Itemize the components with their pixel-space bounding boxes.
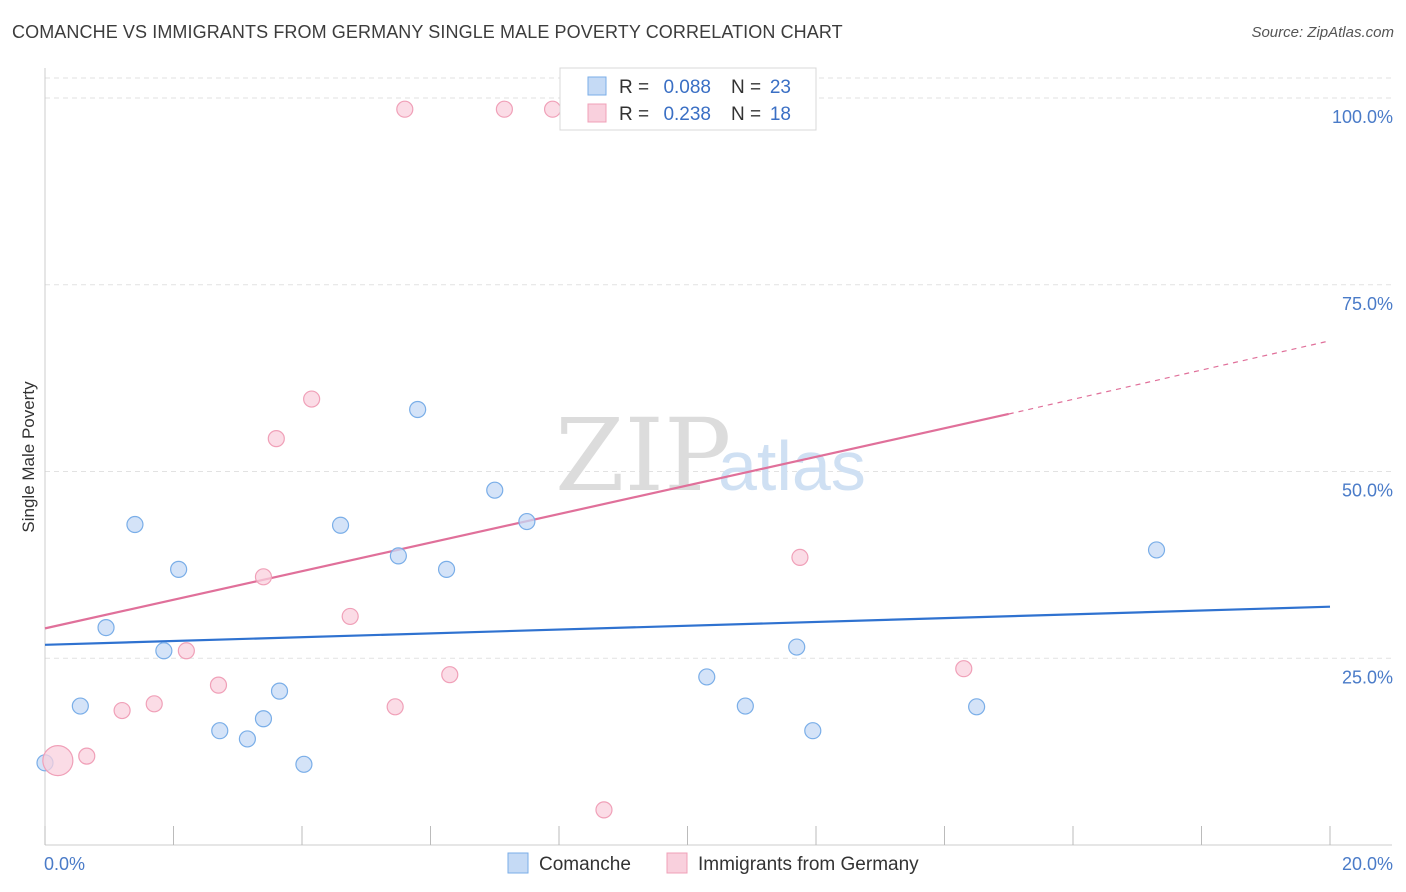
- data-point-s1-16: [791, 548, 809, 567]
- watermark-zip: ZIP: [555, 397, 731, 514]
- data-point-s1-14: [543, 100, 562, 118]
- data-point-s0-9: [270, 682, 289, 700]
- legend-swatch-1: [666, 852, 688, 874]
- data-point-s0-2: [97, 619, 115, 637]
- data-point-s0-17: [698, 668, 716, 686]
- data-point-s1-3: [145, 695, 163, 713]
- data-point-s0-3: [126, 515, 144, 534]
- data-point-s1-11: [396, 100, 414, 118]
- data-point-s1-1: [78, 747, 96, 765]
- stats-r-value-0: 0.088: [663, 77, 711, 98]
- data-points: [36, 100, 1166, 819]
- y-tick-labels: 25.0% 50.0% 75.0% 100.0%: [1332, 107, 1393, 687]
- axes: [44, 68, 1392, 846]
- stats-swatch-0: [587, 76, 607, 96]
- data-point-s0-7: [238, 730, 256, 748]
- watermark-atlas: atlas: [718, 427, 866, 505]
- data-point-s1-8: [303, 390, 321, 408]
- data-point-s0-5: [170, 560, 188, 578]
- data-point-s1-9: [341, 607, 359, 626]
- data-point-s0-21: [968, 698, 986, 716]
- data-point-s1-5: [209, 676, 228, 694]
- stats-n-value-1: 18: [770, 104, 791, 125]
- stats-r-label-0: R =: [619, 77, 649, 98]
- data-point-s0-20: [804, 722, 822, 740]
- trend-line-0: [44, 605, 1331, 646]
- stats-legend: R = 0.088 N = 23 R = 0.238 N = 18: [559, 67, 817, 131]
- stats-swatch-1: [587, 103, 607, 123]
- data-point-s0-13: [409, 400, 427, 419]
- data-point-s1-4: [177, 642, 195, 660]
- x-tick-label-1: 20.0%: [1342, 854, 1393, 874]
- grid-lines: [45, 77, 1392, 659]
- data-point-s0-6: [211, 722, 229, 740]
- legend-label-1: Immigrants from Germany: [698, 854, 919, 875]
- data-point-s0-16: [518, 512, 536, 531]
- data-point-s1-13: [495, 100, 513, 118]
- data-point-s0-19: [788, 638, 806, 656]
- data-point-s0-22: [1147, 541, 1166, 559]
- y-tick-label-0: 25.0%: [1342, 667, 1393, 687]
- data-point-s1-0: [42, 744, 74, 777]
- x-tick-label-0: 0.0%: [44, 854, 85, 874]
- y-tick-label-2: 75.0%: [1342, 294, 1393, 314]
- data-point-s1-17: [955, 660, 973, 678]
- data-point-s0-12: [389, 547, 407, 565]
- x-tick-labels: 0.0% 20.0%: [44, 854, 1393, 874]
- stats-r-value-1: 0.238: [663, 104, 711, 125]
- data-point-s1-12: [441, 666, 459, 684]
- y-axis-title: Single Male Poverty: [19, 381, 38, 533]
- trend-line-dashed-1: [1008, 340, 1331, 415]
- data-point-s1-6: [254, 568, 273, 586]
- legend-swatch-0: [507, 852, 529, 874]
- data-point-s0-1: [71, 697, 89, 715]
- data-point-s0-10: [295, 755, 313, 773]
- data-point-s1-15: [595, 801, 613, 819]
- stats-n-value-0: 23: [770, 77, 791, 98]
- data-point-s1-7: [267, 430, 285, 448]
- legend-label-0: Comanche: [539, 854, 631, 875]
- y-tick-label-3: 100.0%: [1332, 107, 1393, 127]
- data-point-s0-15: [486, 481, 504, 499]
- data-point-s1-10: [386, 698, 404, 716]
- data-point-s1-2: [113, 701, 131, 720]
- stats-r-label-1: R =: [619, 104, 649, 125]
- stats-n-label-0: N =: [731, 77, 761, 98]
- data-point-s0-4: [155, 642, 173, 660]
- data-point-s0-14: [437, 560, 456, 578]
- series-legend: Comanche Immigrants from Germany: [507, 852, 919, 875]
- source-label: Source: ZipAtlas.com: [1251, 24, 1394, 41]
- data-point-s0-8: [254, 710, 273, 728]
- data-point-s0-11: [331, 516, 350, 534]
- chart-title: COMANCHE VS IMMIGRANTS FROM GERMANY SING…: [12, 22, 843, 42]
- y-tick-label-1: 50.0%: [1342, 481, 1393, 501]
- data-point-s0-18: [736, 697, 754, 715]
- stats-n-label-1: N =: [731, 104, 761, 125]
